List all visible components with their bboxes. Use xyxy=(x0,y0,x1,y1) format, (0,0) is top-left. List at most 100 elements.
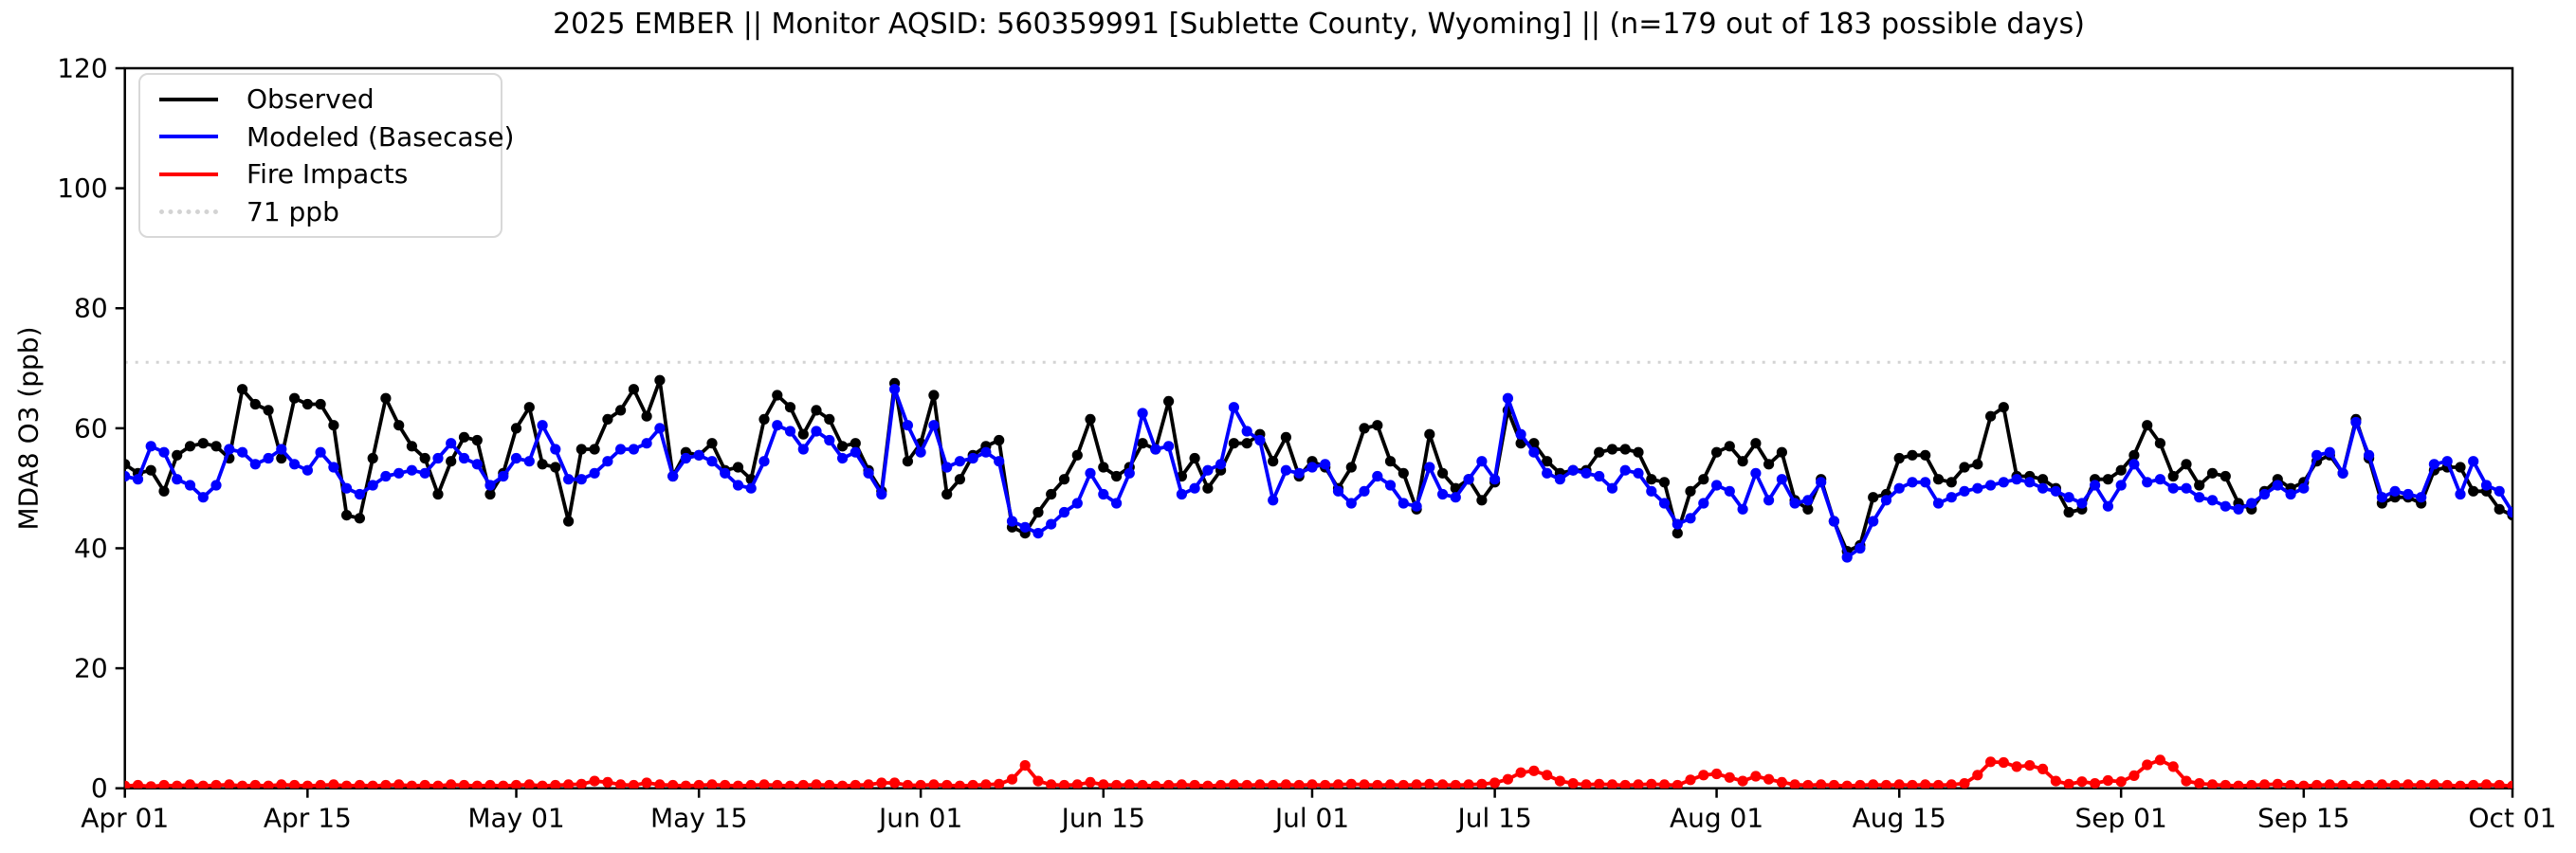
y-tick-label: 100 xyxy=(57,172,107,204)
data-point xyxy=(484,779,496,789)
data-point xyxy=(2233,503,2244,515)
data-point xyxy=(1711,768,1723,780)
data-point xyxy=(1619,464,1631,476)
data-point xyxy=(354,513,365,524)
observed-line-swatch xyxy=(159,97,218,101)
data-point xyxy=(1437,467,1449,479)
data-point xyxy=(654,374,666,386)
data-point xyxy=(354,779,365,789)
data-point xyxy=(811,426,822,437)
data-point xyxy=(2441,456,2453,467)
y-tick-label: 20 xyxy=(74,653,108,684)
data-point xyxy=(184,480,196,491)
data-point xyxy=(1189,452,1200,464)
data-point xyxy=(1685,774,1696,786)
data-point xyxy=(2376,492,2387,503)
data-point xyxy=(2402,779,2414,789)
data-point xyxy=(1450,492,1461,503)
data-point xyxy=(2194,492,2205,503)
x-tick-label: Jun 01 xyxy=(877,802,962,833)
data-point xyxy=(575,778,587,789)
data-point xyxy=(172,780,183,789)
data-point xyxy=(1502,773,1513,785)
data-point xyxy=(2115,776,2127,788)
data-point xyxy=(315,779,326,789)
data-point xyxy=(2272,480,2283,491)
x-tick-label: May 15 xyxy=(650,802,747,833)
data-point xyxy=(1658,779,1671,789)
data-point xyxy=(1293,467,1305,479)
data-point xyxy=(1463,779,1474,789)
data-point xyxy=(1633,446,1644,458)
data-point xyxy=(1672,528,1683,539)
data-point xyxy=(1802,779,1814,789)
data-point xyxy=(1711,446,1723,458)
data-point xyxy=(1202,464,1214,476)
data-point xyxy=(510,452,522,464)
data-point xyxy=(1046,779,1057,789)
data-point xyxy=(902,779,913,789)
data-point xyxy=(706,456,718,467)
data-point xyxy=(393,779,405,789)
data-point xyxy=(2468,485,2479,497)
data-point xyxy=(915,446,926,458)
data-point xyxy=(432,452,444,464)
data-point xyxy=(732,480,744,491)
data-point xyxy=(2298,780,2310,789)
data-point xyxy=(2154,438,2165,449)
legend-label: Modeled (Basecase) xyxy=(247,120,515,153)
data-point xyxy=(1567,464,1579,476)
data-point xyxy=(641,777,652,789)
data-point xyxy=(471,459,483,470)
data-point xyxy=(172,449,183,461)
data-point xyxy=(419,779,430,789)
data-point xyxy=(2206,779,2219,789)
data-point xyxy=(2142,477,2153,488)
data-point xyxy=(1998,477,2009,488)
data-point xyxy=(124,459,131,470)
x-tick-label: Apr 15 xyxy=(264,802,352,833)
legend-item-fire: Fire Impacts xyxy=(140,155,501,193)
data-point xyxy=(1920,779,1931,789)
data-point xyxy=(237,384,248,395)
data-point xyxy=(2050,485,2061,497)
data-point xyxy=(2115,464,2127,476)
data-point xyxy=(1241,426,1252,437)
data-point xyxy=(1880,779,1892,789)
data-point xyxy=(876,488,887,500)
data-point xyxy=(1737,456,1748,467)
data-point xyxy=(1776,474,1787,485)
data-point xyxy=(693,779,704,789)
data-point xyxy=(876,777,887,789)
data-point xyxy=(2102,774,2113,787)
data-point xyxy=(2311,449,2323,461)
x-tick-label: May 01 xyxy=(467,802,564,833)
data-point xyxy=(1698,474,1709,485)
x-tick-label: Sep 01 xyxy=(2075,802,2167,833)
data-point xyxy=(680,452,692,464)
data-point xyxy=(1424,778,1435,789)
data-point xyxy=(654,423,666,434)
data-point xyxy=(1058,779,1070,789)
x-tick-label: Jun 15 xyxy=(1060,802,1145,833)
data-point xyxy=(1985,480,1997,491)
data-point xyxy=(2324,446,2335,458)
data-point xyxy=(2494,503,2505,515)
data-point xyxy=(772,420,783,431)
data-point xyxy=(1932,498,1945,509)
data-point xyxy=(784,780,796,789)
data-point xyxy=(1724,485,1735,497)
data-point xyxy=(1411,500,1422,512)
data-point xyxy=(341,510,353,521)
data-point xyxy=(1789,498,1800,509)
data-point xyxy=(1907,779,1918,789)
data-point xyxy=(289,779,301,789)
data-point xyxy=(537,780,548,789)
data-point xyxy=(1137,779,1148,789)
data-point xyxy=(563,779,575,789)
data-point xyxy=(994,456,1005,467)
data-point xyxy=(1554,474,1565,485)
data-point xyxy=(2220,500,2231,512)
data-point xyxy=(132,779,144,789)
data-point xyxy=(1215,459,1227,470)
